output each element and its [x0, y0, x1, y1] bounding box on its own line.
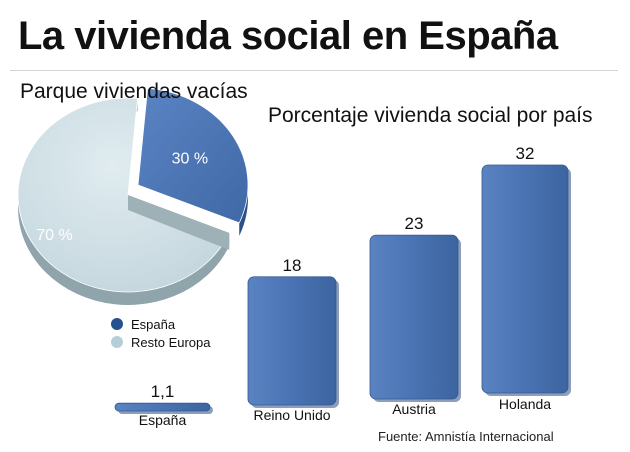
bar-holanda [481, 164, 569, 394]
bar-espana [114, 402, 211, 412]
bar-category-espana: España [139, 412, 187, 428]
title-divider [10, 70, 618, 71]
legend-swatch-espana [111, 318, 123, 330]
legend-item-espana: España [111, 316, 175, 332]
bar-chart: 1,1 España 18 Reino Unido 23 Austria 32 Holanda [114, 144, 571, 428]
main-title: La vivienda social en España [18, 14, 558, 58]
legend-label-espana: España [131, 316, 176, 332]
bar-chart-title: Porcentaje vivienda social por país [268, 104, 593, 127]
legend-item-resto-europa: Resto Europa [111, 334, 211, 350]
legend-swatch-resto-europa [111, 336, 123, 348]
pie-slice-espana [137, 87, 249, 224]
pie-chart-title: Parque viviendas vacías [20, 80, 248, 103]
bar-value-espana: 1,1 [151, 382, 175, 401]
bar-category-holanda: Holanda [499, 396, 551, 412]
source-note: Fuente: Amnistía Internacional [378, 429, 554, 444]
pie-notch-wall [128, 195, 230, 250]
bar-category-reino-unido: Reino Unido [253, 407, 330, 423]
pie-slice-resto-europa [17, 97, 230, 293]
bar-value-holanda: 32 [516, 144, 535, 163]
legend-label-resto-europa: Resto Europa [131, 334, 211, 350]
pie-chart: 30 % 70 % [17, 87, 249, 306]
bar-value-austria: 23 [405, 214, 424, 233]
bar-category-austria: Austria [392, 401, 436, 417]
bar-reino-unido [247, 276, 337, 406]
pie-label-resto-europa: 70 % [36, 227, 72, 244]
pie-label-espana: 30 % [172, 151, 208, 168]
bar-value-reino-unido: 18 [283, 256, 302, 275]
bar-austria [369, 234, 459, 400]
